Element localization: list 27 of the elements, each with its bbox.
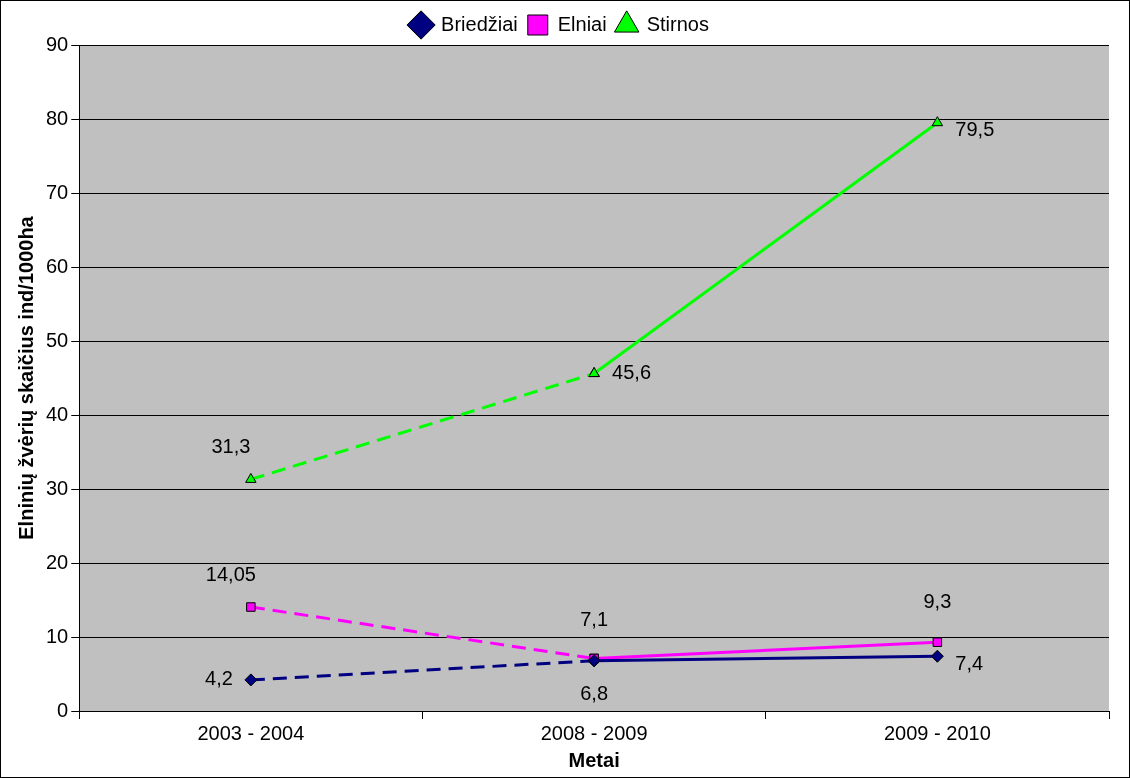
data-label: 7,1: [580, 607, 609, 630]
y-tick-label: 70: [46, 180, 69, 203]
data-label: 31,3: [211, 434, 251, 457]
data-label: 6,8: [580, 682, 609, 705]
x-tick-label: 2009 - 2010: [883, 721, 991, 744]
y-tick-label: 10: [46, 624, 69, 647]
data-label: 9,3: [923, 589, 952, 612]
data-label: 7,4: [955, 651, 984, 674]
data-label: 79,5: [955, 118, 995, 141]
y-tick-label: 80: [46, 106, 69, 129]
x-tick-label: 2008 - 2009: [540, 721, 648, 744]
y-tick-label: 90: [46, 32, 69, 55]
y-axis-title: Elninių žvėrių skaičius ind/1000ha: [14, 215, 37, 540]
x-tick-label: 2003 - 2004: [197, 721, 305, 744]
y-tick-label: 20: [46, 550, 69, 573]
y-tick-label: 40: [46, 402, 69, 425]
y-tick-label: 50: [46, 328, 69, 351]
data-label: 45,6: [612, 361, 652, 384]
legend-label: Briedžiai: [441, 12, 518, 35]
y-tick-label: 60: [46, 254, 69, 277]
data-label: 4,2: [205, 667, 233, 690]
legend-label: Stirnos: [646, 12, 709, 35]
x-axis-title: Metai: [568, 748, 620, 771]
y-tick-label: 0: [57, 698, 69, 721]
legend-label: Elniai: [557, 12, 607, 35]
data-label: 14,05: [205, 562, 256, 585]
y-tick-label: 30: [46, 476, 69, 499]
